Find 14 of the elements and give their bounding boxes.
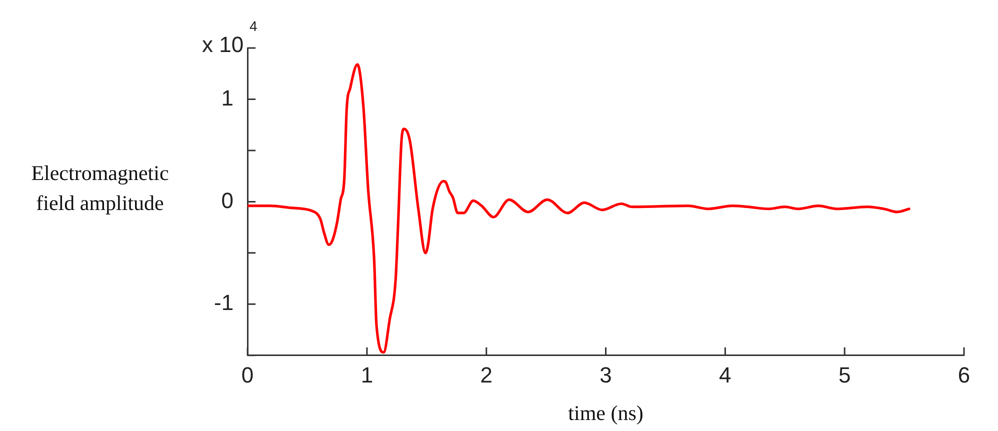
y-axis-title: Electromagnetic field amplitude	[31, 161, 169, 216]
y-tick-label: 0	[221, 188, 234, 213]
line-series	[248, 63, 910, 354]
x-tick-label: 0	[241, 362, 254, 388]
x-axis-title: time (ns)	[568, 400, 644, 425]
x-tick-label: 4	[719, 362, 732, 388]
x-tick-label: 1	[360, 362, 374, 388]
x-tick-label: 6	[958, 362, 970, 388]
y-tick-label: -1	[214, 290, 234, 316]
y-tick-label: 1	[221, 85, 234, 110]
annotation: x 104	[202, 18, 258, 57]
x-tick-label: 3	[600, 362, 612, 388]
x-tick-label: 5	[838, 362, 851, 388]
x-tick-label: 2	[480, 362, 492, 388]
